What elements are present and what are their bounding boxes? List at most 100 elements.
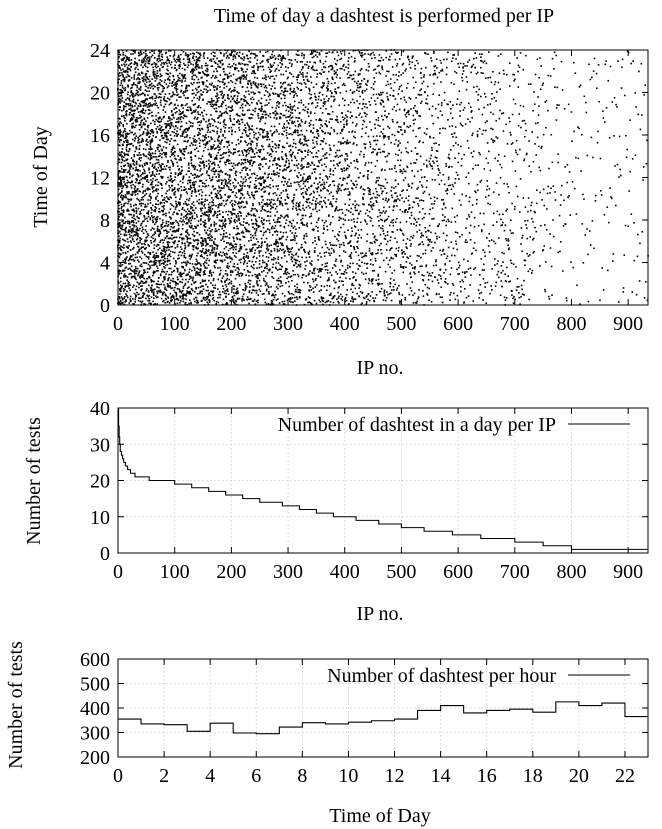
scatter-point — [194, 225, 196, 228]
scatter-point — [245, 169, 247, 172]
scatter-point — [185, 147, 188, 150]
scatter-point — [193, 109, 195, 112]
scatter-point — [239, 197, 241, 200]
scatter-point — [228, 72, 231, 75]
scatter-point — [254, 92, 257, 95]
scatter-point — [128, 221, 131, 224]
scatter-point — [122, 211, 125, 213]
scatter-point — [151, 148, 153, 150]
scatter-point — [211, 196, 213, 199]
scatter-point — [129, 102, 132, 105]
scatter-point — [185, 274, 188, 277]
scatter-point — [182, 91, 185, 93]
scatter-point — [148, 195, 151, 197]
scatter-point — [203, 52, 206, 54]
scatter-point — [141, 252, 144, 254]
scatter-point — [140, 93, 143, 95]
scatter-point — [261, 113, 264, 116]
scatter-point — [148, 294, 150, 297]
scatter-point — [232, 236, 235, 239]
scatter-point — [118, 302, 120, 304]
scatter-point — [242, 206, 245, 209]
scatter-point — [160, 104, 162, 106]
scatter-point — [212, 168, 214, 170]
scatter-point — [154, 100, 157, 102]
scatter-point — [257, 226, 260, 229]
scatter-point — [250, 52, 252, 55]
scatter-point — [155, 198, 157, 200]
scatter-point — [211, 204, 213, 207]
scatter-point — [186, 129, 189, 132]
scatter-point — [244, 228, 247, 231]
scatter-point — [147, 62, 149, 64]
scatter-point — [237, 162, 239, 165]
scatter-point — [216, 138, 219, 141]
scatter-point — [171, 280, 174, 282]
scatter-point — [209, 89, 212, 91]
scatter-point — [251, 164, 253, 167]
scatter-point — [197, 150, 200, 153]
scatter-point — [178, 60, 181, 62]
scatter-point — [156, 130, 158, 133]
scatter-point — [222, 275, 225, 277]
scatter-point — [136, 64, 139, 67]
scatter-point — [191, 253, 194, 256]
scatter-point — [136, 62, 138, 65]
scatter-point — [146, 138, 148, 141]
scatter-point — [190, 187, 193, 189]
scatter-point — [193, 135, 196, 138]
scatter-point — [247, 83, 249, 85]
scatter-point — [125, 139, 127, 142]
scatter-point — [164, 253, 167, 256]
scatter-point — [173, 236, 176, 239]
scatter-point — [192, 63, 195, 66]
scatter-point — [261, 158, 264, 160]
scatter-point — [188, 237, 190, 240]
scatter-point — [176, 205, 178, 208]
scatter-point — [156, 147, 158, 149]
scatter-point — [227, 293, 230, 296]
scatter-point — [121, 199, 124, 201]
scatter-point — [264, 111, 267, 113]
scatter-point — [143, 269, 146, 271]
scatter-point — [155, 188, 158, 190]
scatter-point — [239, 189, 242, 192]
scatter-point — [212, 204, 215, 206]
scatter-point — [254, 82, 257, 84]
scatter-point — [194, 188, 196, 190]
scatter-point — [206, 295, 208, 298]
scatter-point — [129, 111, 132, 114]
scatter-point — [204, 138, 206, 141]
scatter-point — [159, 241, 161, 243]
scatter-point — [181, 220, 183, 223]
scatter-point — [195, 147, 198, 149]
scatter-point — [146, 144, 149, 146]
scatter-point — [230, 257, 233, 260]
scatter-point — [156, 72, 159, 74]
scatter-point — [207, 148, 209, 151]
scatter-point — [137, 168, 140, 171]
scatter-point — [120, 184, 123, 187]
scatter-point — [137, 299, 140, 302]
scatter-point — [133, 74, 136, 76]
scatter-point — [190, 283, 193, 286]
scatter-point — [185, 188, 187, 190]
scatter-point — [164, 229, 167, 231]
scatter-point — [257, 155, 260, 158]
scatter-point — [150, 157, 153, 160]
scatter-point — [252, 204, 254, 207]
scatter-point — [120, 194, 123, 197]
scatter-point — [214, 120, 216, 123]
scatter-point — [245, 76, 247, 78]
scatter-point — [230, 242, 232, 245]
scatter-point — [172, 55, 175, 58]
scatter-point — [255, 147, 257, 150]
scatter-point — [248, 291, 251, 294]
scatter-point — [251, 260, 254, 263]
scatter-point — [197, 190, 200, 193]
scatter-point — [251, 114, 254, 116]
scatter-point — [206, 70, 209, 73]
scatter-point — [123, 116, 126, 119]
scatter-point — [173, 269, 175, 272]
scatter-point — [172, 280, 175, 283]
